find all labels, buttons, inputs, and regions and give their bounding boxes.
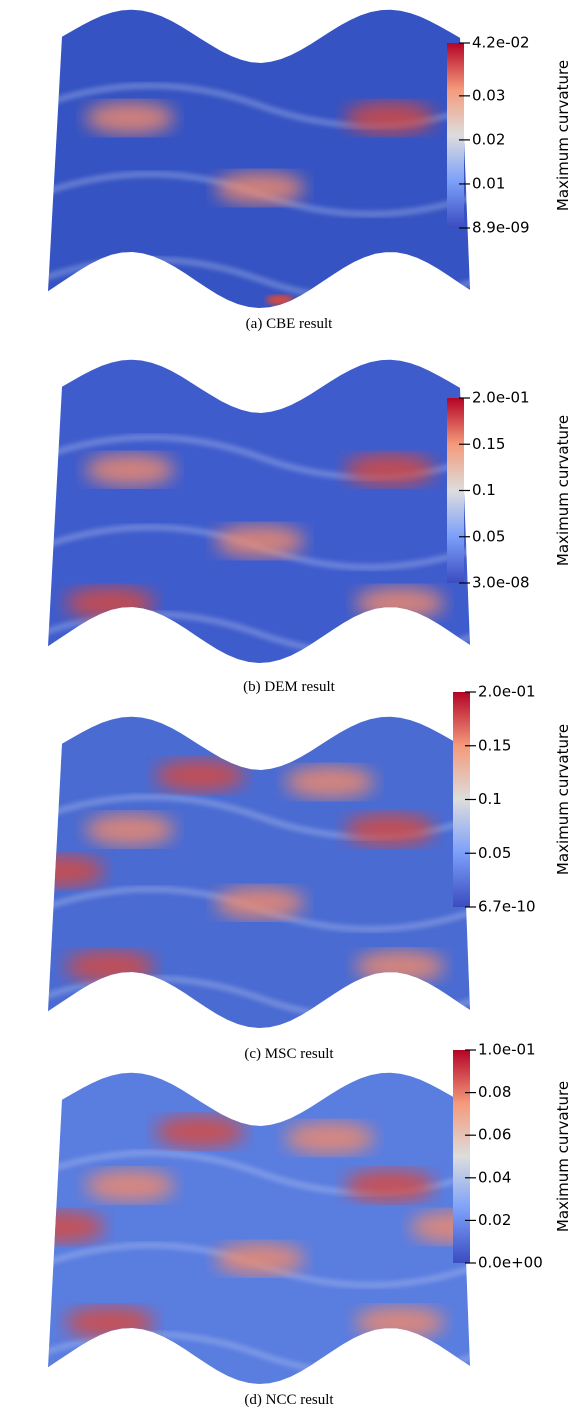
colorbar-title: Maximum curvature bbox=[554, 415, 572, 566]
hot-spot bbox=[266, 295, 294, 305]
colorbar-tick-label: 0.1 bbox=[472, 481, 496, 499]
hot-spot bbox=[15, 1211, 105, 1243]
hot-spot bbox=[85, 454, 175, 486]
colorbar-tick-label: 0.02 bbox=[472, 130, 505, 148]
colorbar-tick-label: 0.06 bbox=[478, 1126, 511, 1144]
colorbar-title: Maximum curvature bbox=[554, 60, 572, 211]
hot-spot bbox=[345, 102, 435, 134]
colorbar-tick-label: 6.7e-10 bbox=[478, 898, 536, 916]
hot-spot bbox=[345, 1170, 435, 1202]
colorbar-tick-label: 0.02 bbox=[478, 1211, 511, 1229]
colorbar-tick-label: 0.15 bbox=[478, 736, 511, 754]
caption: (c) MSC result bbox=[244, 1046, 334, 1062]
colorbar-tick-label: 0.04 bbox=[478, 1168, 511, 1186]
colorbar-tick-label: 0.05 bbox=[478, 844, 511, 862]
hot-spot bbox=[355, 587, 445, 619]
hot-spot bbox=[215, 1243, 305, 1275]
figure: 4.2e-02 0.03 0.02 0.01 8.9e-09 Maximum curvat… bbox=[0, 0, 578, 1414]
hot-spot bbox=[65, 950, 155, 982]
caption: (d) NCC result bbox=[244, 1392, 334, 1408]
colorbar-tick-label: 0.15 bbox=[472, 435, 505, 453]
caption: (b) DEM result bbox=[243, 679, 335, 695]
hot-spot bbox=[65, 587, 155, 619]
colorbar-tick-label: 8.9e-09 bbox=[472, 219, 530, 237]
hot-spot bbox=[355, 950, 445, 982]
colorbar-tick-label: 0.01 bbox=[472, 174, 505, 192]
surface bbox=[48, 1073, 470, 1384]
colorbar-tick-label: 4.2e-02 bbox=[472, 34, 530, 52]
hot-spot bbox=[155, 760, 245, 792]
surface bbox=[48, 717, 470, 1028]
colorbar-tick-label: 0.05 bbox=[472, 527, 505, 545]
hot-spot bbox=[215, 172, 305, 204]
colorbar bbox=[453, 1050, 470, 1263]
colorbar-tick-label: 0.08 bbox=[478, 1083, 511, 1101]
colorbar-tick-label: 2.0e-01 bbox=[478, 683, 536, 701]
colorbar-tick-label: 0.03 bbox=[472, 86, 505, 104]
hot-spot bbox=[446, 300, 474, 310]
hot-spot bbox=[285, 1122, 375, 1154]
colorbar-tick-label: 3.0e-08 bbox=[472, 574, 530, 592]
hot-spot bbox=[155, 1116, 245, 1148]
hot-spot bbox=[85, 814, 175, 846]
hot-spot bbox=[85, 102, 175, 134]
colorbar-tick-label: 2.0e-01 bbox=[472, 389, 530, 407]
surface bbox=[48, 360, 470, 663]
surface bbox=[48, 10, 470, 308]
hot-spot bbox=[285, 766, 375, 798]
hot-spot bbox=[355, 1306, 445, 1338]
hot-spot bbox=[65, 1306, 155, 1338]
colorbar bbox=[447, 43, 464, 228]
colorbar-title: Maximum curvature bbox=[554, 724, 572, 875]
colorbar-tick-label: 0.0e+00 bbox=[478, 1254, 543, 1272]
colorbar-tick-label: 1.0e-01 bbox=[478, 1041, 536, 1059]
hot-spot bbox=[215, 887, 305, 919]
caption: (a) CBE result bbox=[246, 316, 333, 332]
hot-spot bbox=[345, 454, 435, 486]
hot-spot bbox=[15, 855, 105, 887]
hot-spot bbox=[345, 814, 435, 846]
hot-spot bbox=[215, 525, 305, 557]
colorbar-title: Maximum curvature bbox=[554, 1081, 572, 1232]
hot-spot bbox=[85, 1170, 175, 1202]
colorbar-tick-label: 0.1 bbox=[478, 790, 502, 808]
